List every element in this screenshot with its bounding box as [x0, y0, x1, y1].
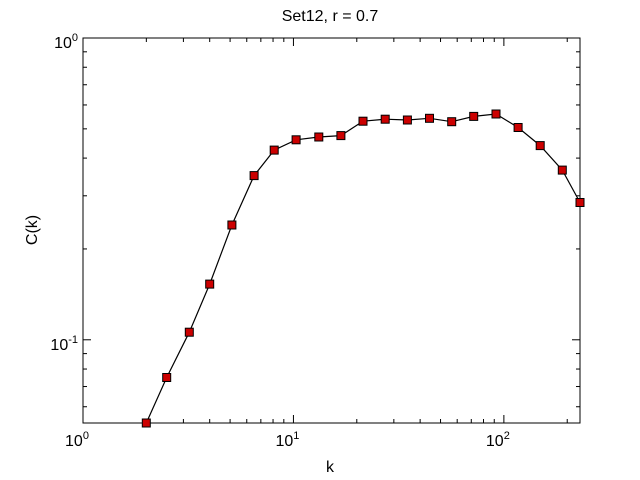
data-point	[269, 145, 279, 155]
data-point	[227, 220, 237, 230]
x-tick-base: 10	[65, 433, 83, 450]
data-point	[141, 418, 151, 428]
data-point	[469, 111, 479, 121]
data-point	[425, 113, 434, 123]
data-point	[291, 135, 301, 145]
minor-ticks	[83, 38, 580, 423]
data-point	[358, 116, 368, 126]
x-tick-label: 102	[486, 430, 510, 450]
x-tick-label: 101	[275, 430, 299, 450]
data-point	[314, 132, 324, 142]
data-point	[162, 373, 172, 382]
y-tick-exponent: -1	[68, 334, 78, 346]
data-point	[336, 131, 346, 141]
chart-title: Set12, r = 0.7	[282, 8, 379, 25]
x-tick-exponent: 2	[504, 430, 510, 442]
data-point	[557, 165, 567, 175]
data-point	[491, 109, 501, 119]
x-tick-base: 10	[486, 433, 504, 450]
data-point	[184, 327, 194, 337]
data-point	[402, 115, 412, 125]
y-tick-base: 10	[50, 337, 68, 354]
x-tick-label: 100	[65, 430, 89, 450]
y-axis-label: C(k)	[24, 215, 41, 245]
data-point	[380, 114, 390, 124]
x-tick-base: 10	[275, 433, 293, 450]
data-point	[535, 141, 545, 151]
series-layer	[141, 109, 585, 428]
major-ticks	[82, 37, 580, 423]
y-tick-label: 100	[54, 32, 78, 52]
data-line	[145, 113, 581, 424]
data-point	[447, 117, 457, 127]
plot-frame	[82, 37, 581, 424]
y-tick-label: 10-1	[50, 334, 78, 354]
x-tick-exponent: 0	[83, 430, 89, 442]
data-point	[575, 198, 585, 207]
x-tick-labels: 100 101 102	[65, 430, 510, 450]
y-tick-base: 10	[54, 35, 72, 52]
data-point	[205, 279, 215, 289]
y-tick-exponent: 0	[72, 32, 78, 44]
x-axis-label: k	[326, 459, 335, 476]
data-point	[513, 123, 523, 132]
x-tick-exponent: 1	[293, 430, 299, 442]
data-point	[249, 171, 259, 181]
